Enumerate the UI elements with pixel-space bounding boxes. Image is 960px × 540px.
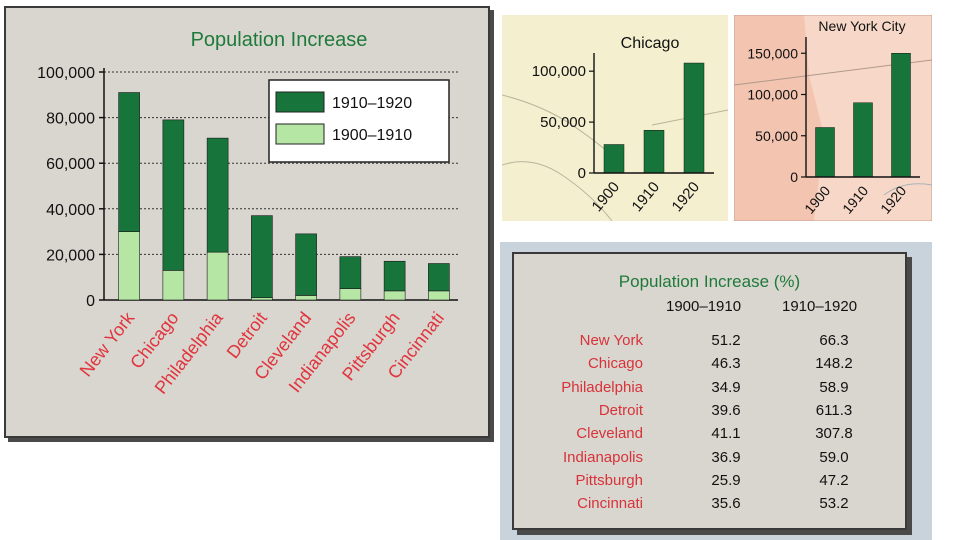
chicago-chart-title: Chicago xyxy=(621,35,680,52)
y-tick-label: 50,000 xyxy=(540,114,586,131)
bar-1910 xyxy=(643,129,665,174)
population-increase-chart-panel: Population Increase 100,000 80,000 60,000 4… xyxy=(4,6,490,438)
table-value-1910-1920: 53.2 xyxy=(819,495,849,513)
bar-cincinnati-1910-1920 xyxy=(428,263,450,292)
y-tick-label: 0 xyxy=(790,169,798,185)
table-row-cincinnati: Cincinnati 35.6 53.2 xyxy=(514,495,905,518)
table-value-1910-1920: 59.0 xyxy=(819,448,849,466)
x-tick-label-1900: 1900 xyxy=(589,179,623,215)
table-value-1910-1920: 47.2 xyxy=(819,471,849,489)
y-tick-label: 0 xyxy=(86,293,95,310)
percent-table-panel: Population Increase (%) 1900–1910 1910–1… xyxy=(500,242,932,540)
table-value-1910-1920: 148.2 xyxy=(815,355,853,373)
y-tick-label: 100,000 xyxy=(37,65,95,82)
table-row-cleveland: Cleveland 41.1 307.8 xyxy=(514,425,905,448)
main-chart-title: Population Increase xyxy=(191,29,368,51)
bar-cleveland-1900-1910 xyxy=(295,295,317,301)
table-title: Population Increase (%) xyxy=(618,272,801,291)
legend: 1910–1920 1900–1910 xyxy=(268,79,450,163)
table-value-1900-1910: 39.6 xyxy=(711,401,741,419)
table-value-1900-1910: 36.9 xyxy=(711,448,741,466)
table-value-1900-1910: 34.9 xyxy=(711,378,741,396)
table-header-1910-1920: 1910–1920 xyxy=(782,298,858,315)
x-tick-label-new-york: New York xyxy=(76,307,139,380)
table-value-1910-1920: 66.3 xyxy=(819,332,849,349)
table-value-1910-1920: 58.9 xyxy=(819,378,849,396)
x-tick-label-1910: 1910 xyxy=(629,179,663,215)
bar-indianapolis-1910-1920 xyxy=(339,256,362,289)
percent-table-card: Population Increase (%) 1900–1910 1910–1… xyxy=(512,252,907,530)
y-tick-label: 150,000 xyxy=(747,45,798,61)
x-tick-label-1920: 1920 xyxy=(877,182,909,216)
x-tick-label-1920: 1920 xyxy=(669,179,703,215)
y-tick-label: 50,000 xyxy=(755,128,798,144)
y-tick-label: 80,000 xyxy=(46,111,95,128)
table-row-new-york: New York 51.2 66.3 xyxy=(514,332,905,355)
bar-cincinnati-1900-1910 xyxy=(428,290,450,301)
bar-detroit-1900-1910 xyxy=(251,297,273,301)
x-tick-label-1910: 1910 xyxy=(839,182,871,216)
table-value-1910-1920: 611.3 xyxy=(815,401,853,419)
nyc-chart-title: New York City xyxy=(818,18,905,34)
bar-chicago-1900-1910 xyxy=(162,270,185,301)
table-row-indianapolis: Indianapolis 36.9 59.0 xyxy=(514,449,905,472)
bar-1920 xyxy=(891,53,911,178)
bar-1900 xyxy=(815,127,835,178)
chicago-chart: Chicago 100,000 50,000 0 1900 1910 1920 xyxy=(502,35,728,221)
new-york-city-chart-panel: New York City 150,000 100,000 50,000 0 1900… xyxy=(734,15,932,221)
y-tick-label: 60,000 xyxy=(46,156,95,173)
bar-new-york-1910-1920 xyxy=(118,92,140,232)
y-tick-label: 0 xyxy=(578,165,586,182)
table-city-name: Philadelphia xyxy=(561,378,643,396)
table-row-pittsburgh: Pittsburgh 25.9 47.2 xyxy=(514,472,905,495)
y-tick-label: 100,000 xyxy=(532,63,586,80)
table-value-1910-1920: 307.8 xyxy=(815,425,853,443)
table-row-detroit: Detroit 39.6 611.3 xyxy=(514,402,905,425)
table-value-1900-1910: 41.1 xyxy=(711,425,741,443)
chicago-chart-panel: Chicago 100,000 50,000 0 1900 1910 1920 xyxy=(502,15,728,221)
table-value-1900-1910: 35.6 xyxy=(711,495,741,513)
bar-pittsburgh-1900-1910 xyxy=(383,290,406,301)
y-tick-label: 20,000 xyxy=(46,247,95,264)
legend-label-1910-1920: 1910–1920 xyxy=(332,95,412,112)
table-city-name: Chicago xyxy=(587,355,643,373)
table-city-name: Detroit xyxy=(598,401,643,419)
legend-swatch-1900-1910 xyxy=(275,123,325,145)
table-row-philadelphia: Philadelphia 34.9 58.9 xyxy=(514,379,905,402)
bar-chicago-1910-1920 xyxy=(162,119,185,271)
table-city-name: Indianapolis xyxy=(562,448,643,466)
legend-swatch-1910-1920 xyxy=(275,91,325,113)
population-increase-chart: Population Increase 100,000 80,000 60,000 4… xyxy=(37,29,458,398)
table-row-chicago: Chicago 46.3 148.2 xyxy=(514,355,905,378)
bar-1920 xyxy=(683,62,705,174)
bar-philadelphia-1910-1920 xyxy=(206,137,229,253)
bar-indianapolis-1900-1910 xyxy=(339,288,362,301)
bar-new-york-1900-1910 xyxy=(118,231,140,301)
bar-cleveland-1910-1920 xyxy=(295,233,317,296)
table-city-name: New York xyxy=(579,332,643,349)
bar-1910 xyxy=(853,102,873,178)
bar-1900 xyxy=(603,144,625,174)
table-city-name: Pittsburgh xyxy=(575,471,643,489)
table-value-1900-1910: 46.3 xyxy=(711,355,741,373)
legend-label-1900-1910: 1900–1910 xyxy=(332,127,412,144)
bar-detroit-1910-1920 xyxy=(251,215,273,299)
table-header-1900-1910: 1900–1910 xyxy=(666,298,742,315)
table-value-1900-1910: 51.2 xyxy=(711,332,741,349)
bar-pittsburgh-1910-1920 xyxy=(383,260,406,292)
table-value-1900-1910: 25.9 xyxy=(711,471,741,489)
bar-philadelphia-1900-1910 xyxy=(206,251,229,301)
y-tick-label: 40,000 xyxy=(46,202,95,219)
table-city-name: Cincinnati xyxy=(577,495,643,513)
table-city-name: Cleveland xyxy=(576,425,643,443)
y-tick-label: 100,000 xyxy=(747,87,798,103)
